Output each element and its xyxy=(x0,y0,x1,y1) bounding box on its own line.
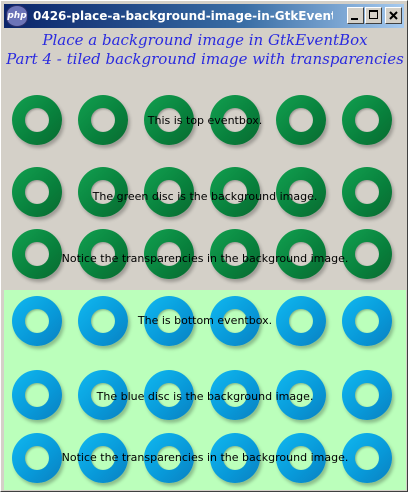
heading-line-1: Place a background image in GtkEventBox xyxy=(42,31,368,49)
green-ring-icon xyxy=(12,95,62,145)
title-bar[interactable]: php 0426-place-a-background-image-in-Gtk… xyxy=(4,4,404,28)
window-controls xyxy=(346,7,402,24)
blue-ring-icon xyxy=(342,370,392,420)
blue-ring-icon xyxy=(342,296,392,346)
blue-ring-icon xyxy=(78,433,128,483)
php-app-icon[interactable]: php xyxy=(6,5,28,27)
green-ring-icon xyxy=(276,167,326,217)
blue-ring-icon xyxy=(144,433,194,483)
maximize-icon xyxy=(369,10,378,19)
green-ring-icon xyxy=(144,229,194,279)
green-ring-icon xyxy=(342,95,392,145)
green-ring-icon xyxy=(144,95,194,145)
green-ring-icon xyxy=(78,229,128,279)
top-eventbox-label-2: The green disc is the background image. xyxy=(92,190,318,203)
blue-ring-icon xyxy=(276,296,326,346)
blue-ring-icon xyxy=(342,433,392,483)
blue-ring-icon xyxy=(210,370,260,420)
green-ring-icon xyxy=(210,167,260,217)
blue-ring-icon xyxy=(78,296,128,346)
blue-ring-icon xyxy=(144,296,194,346)
green-ring-icon xyxy=(276,95,326,145)
blue-ring-icon xyxy=(276,370,326,420)
green-ring-icon xyxy=(12,167,62,217)
green-ring-icon xyxy=(342,229,392,279)
blue-ring-icon xyxy=(12,296,62,346)
green-ring-icon xyxy=(144,167,194,217)
page-heading: Place a background image in GtkEventBox … xyxy=(1,31,408,69)
top-eventbox-label-1: This is top eventbox. xyxy=(147,114,263,127)
heading-line-2: Part 4 - tiled background image with tra… xyxy=(6,50,404,68)
top-eventbox[interactable]: This is top eventbox. The green disc is … xyxy=(4,87,406,290)
close-button[interactable] xyxy=(385,7,402,24)
green-ring-icon xyxy=(210,95,260,145)
green-ring-icon xyxy=(342,167,392,217)
app-icon-text: php xyxy=(7,11,27,21)
top-eventbox-label-3: Notice the transparencies in the backgro… xyxy=(61,252,349,265)
maximize-button[interactable] xyxy=(365,7,382,24)
blue-ring-icon xyxy=(144,370,194,420)
green-ring-icon xyxy=(276,229,326,279)
blue-ring-icon xyxy=(78,370,128,420)
green-ring-icon xyxy=(78,167,128,217)
bottom-eventbox[interactable]: The is bottom eventbox. The blue disc is… xyxy=(4,290,406,490)
bottom-eventbox-label-3: Notice the transparencies in the backgro… xyxy=(61,451,349,464)
blue-ring-icon xyxy=(276,433,326,483)
blue-ring-icon xyxy=(210,433,260,483)
close-icon xyxy=(389,11,398,20)
green-ring-icon xyxy=(210,229,260,279)
minimize-icon xyxy=(351,18,358,20)
blue-ring-icon xyxy=(12,370,62,420)
minimize-button[interactable] xyxy=(347,7,364,24)
bottom-eventbox-label-1: The is bottom eventbox. xyxy=(137,314,273,327)
window-title: 0426-place-a-background-image-in-GtkEven… xyxy=(33,9,333,23)
blue-ring-icon xyxy=(210,296,260,346)
green-ring-icon xyxy=(78,95,128,145)
green-ring-icon xyxy=(12,229,62,279)
bottom-eventbox-label-2: The blue disc is the background image. xyxy=(96,390,314,403)
blue-ring-icon xyxy=(12,433,62,483)
